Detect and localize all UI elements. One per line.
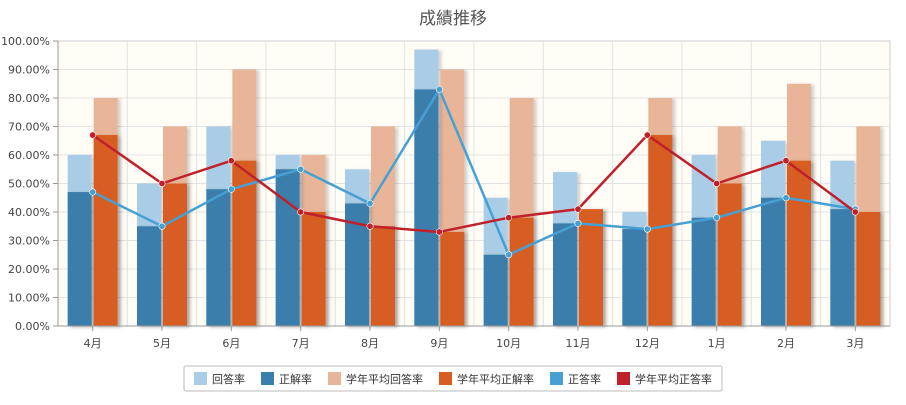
bars-front-layer xyxy=(67,89,881,326)
series-point xyxy=(297,165,305,173)
legend-label: 学年平均正答率 xyxy=(635,372,712,386)
x-tick-label: 3月 xyxy=(846,337,864,350)
series-point xyxy=(643,131,651,139)
series-point xyxy=(574,219,582,227)
bar-grade-avg-correct-rate xyxy=(232,160,257,326)
bar-student-correct-rate xyxy=(761,197,785,326)
series-point xyxy=(89,188,97,196)
y-tick-label: 60.00% xyxy=(8,149,50,162)
legend-swatch xyxy=(439,372,452,385)
x-tick-label: 1月 xyxy=(708,337,726,350)
y-tick-label: 20.00% xyxy=(8,263,50,276)
axes-layer: 0.00% 10.00% 20.00% 30.00% 40.00% 50.00% 60.00… xyxy=(1,35,890,350)
series-point xyxy=(643,225,651,233)
bar-grade-avg-correct-rate xyxy=(93,135,118,326)
bar-grade-avg-correct-rate xyxy=(509,217,534,326)
legend-label: 学年平均正解率 xyxy=(457,372,534,386)
y-tick-label: 70.00% xyxy=(8,121,50,134)
x-tick-label: 10月 xyxy=(496,337,521,350)
bar-grade-avg-correct-rate xyxy=(579,209,603,326)
bar-student-correct-rate xyxy=(206,189,231,326)
series-point xyxy=(505,214,513,222)
series-line xyxy=(91,88,857,256)
bar-student-correct-rate xyxy=(691,217,716,326)
series-point xyxy=(574,205,582,213)
bar-grade-avg-correct-rate xyxy=(301,212,326,326)
y-tick-label: 50.00% xyxy=(8,178,50,191)
bar-student-correct-rate xyxy=(483,254,508,326)
legend-label: 正答率 xyxy=(568,372,601,386)
series-point xyxy=(158,222,166,230)
series-point xyxy=(89,131,97,139)
chart-title: 成績推移 xyxy=(419,9,487,29)
legend-box xyxy=(183,365,723,392)
legend-swatch xyxy=(550,372,563,385)
series-point xyxy=(782,194,790,202)
x-tick-label: 5月 xyxy=(153,337,171,350)
x-tick-label: 2月 xyxy=(777,337,795,350)
series-point xyxy=(435,85,443,93)
series-point xyxy=(713,214,721,222)
x-tick-label: 7月 xyxy=(292,337,310,350)
y-tick-label: 90.00% xyxy=(8,64,50,77)
bar-student-correct-rate xyxy=(622,229,647,326)
bar-grade-avg-correct-rate xyxy=(440,231,465,326)
y-tick-label: 0.00% xyxy=(15,320,50,333)
bar-student-correct-rate xyxy=(553,223,577,326)
x-tick-label: 11月 xyxy=(566,337,591,350)
x-tick-label: 4月 xyxy=(84,337,102,350)
bar-grade-avg-correct-rate xyxy=(648,135,673,326)
bar-grade-avg-correct-rate xyxy=(856,212,881,326)
series-point xyxy=(227,185,235,193)
series-point xyxy=(366,199,374,207)
y-tick-label: 10.00% xyxy=(8,292,50,305)
x-tick-label: 12月 xyxy=(635,337,660,350)
legend-swatch xyxy=(617,372,630,385)
series-point xyxy=(782,157,790,165)
bar-grade-avg-correct-rate xyxy=(787,160,811,326)
y-tick-label: 80.00% xyxy=(8,92,50,105)
legend-swatch xyxy=(194,372,207,385)
legend-swatch xyxy=(261,372,274,385)
y-tick-label: 30.00% xyxy=(8,235,50,248)
series-line xyxy=(91,133,857,234)
bar-grade-avg-correct-rate xyxy=(371,226,395,326)
legend-label: 正解率 xyxy=(279,372,312,386)
bar-student-correct-rate xyxy=(137,226,161,326)
bar-grade-avg-correct-rate xyxy=(163,183,187,326)
x-tick-label: 8月 xyxy=(361,337,379,350)
chart-legend: 回答率 正解率 学年平均回答率 学年平均正解率 正答率 学年平均正答率 xyxy=(183,365,723,392)
series-point xyxy=(227,157,235,165)
series-point xyxy=(366,222,374,230)
series-lines-layer xyxy=(89,85,859,259)
y-tick-label: 100.00% xyxy=(1,35,50,48)
bar-student-correct-rate xyxy=(414,89,439,326)
series-point xyxy=(435,228,443,236)
x-tick-label: 6月 xyxy=(222,337,240,350)
grid-lines xyxy=(58,41,890,326)
series-point xyxy=(158,180,166,188)
legend-swatch xyxy=(328,372,341,385)
legend-label: 回答率 xyxy=(212,372,245,386)
bar-student-correct-rate xyxy=(67,192,92,326)
bar-student-correct-rate xyxy=(830,209,855,326)
series-point xyxy=(713,180,721,188)
x-tick-label: 9月 xyxy=(430,337,448,350)
y-tick-label: 40.00% xyxy=(8,206,50,219)
legend-label: 学年平均回答率 xyxy=(346,372,423,386)
bar-grade-avg-correct-rate xyxy=(717,183,742,326)
bar-student-correct-rate xyxy=(275,169,300,326)
series-point xyxy=(505,251,513,259)
series-point xyxy=(297,208,305,216)
series-point xyxy=(851,208,859,216)
